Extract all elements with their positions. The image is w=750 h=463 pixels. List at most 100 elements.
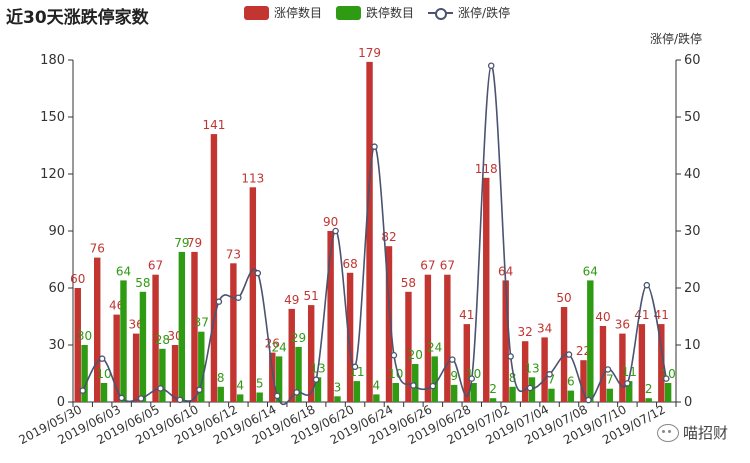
ratio-point [565, 351, 573, 358]
bar-limit-down-label: 4 [373, 378, 381, 392]
bar-limit-down-label: 28 [155, 333, 170, 347]
ratio-point [663, 375, 670, 382]
left-axis-tick-label: 90 [48, 224, 65, 239]
bar-limit-down-label: 24 [427, 340, 442, 354]
ratio-point [137, 395, 145, 402]
bar-limit-up-label: 41 [634, 308, 649, 322]
ratio-point [79, 387, 86, 394]
ratio-point [585, 396, 592, 404]
bar-limit-up [638, 324, 646, 402]
bar-limit-down [626, 381, 633, 402]
bar-limit-up-label: 41 [654, 308, 669, 322]
bar-limit-up [249, 187, 257, 402]
bar-limit-up [74, 288, 81, 402]
bar-limit-up [405, 291, 412, 402]
bar-limit-down [334, 396, 341, 402]
left-axis-tick-label: 0 [57, 395, 65, 410]
bar-limit-up [599, 326, 607, 402]
ratio-point [196, 386, 203, 394]
bar-limit-down-label: 7 [548, 373, 556, 387]
bar-limit-up [307, 305, 315, 402]
bar-limit-down-label: 3 [334, 380, 342, 394]
bar-limit-up [366, 61, 373, 403]
bar-limit-down-label: 2 [645, 382, 653, 396]
bar-limit-up-label: 34 [537, 321, 552, 335]
right-axis-tick-label: 10 [684, 338, 701, 353]
right-axis-tick-label: 50 [684, 110, 701, 125]
bar-limit-up-label: 141 [202, 118, 225, 132]
legend-item-limit-down[interactable]: 跌停数目 [336, 4, 414, 21]
ratio-point [604, 366, 612, 373]
bar-limit-down [120, 280, 127, 402]
ratio-point [526, 384, 534, 392]
ratio-point [546, 371, 553, 378]
right-axis-tick-label: 60 [684, 53, 701, 68]
ratio-point [215, 298, 223, 305]
ratio-point [507, 353, 514, 360]
bar-limit-up [269, 352, 276, 402]
bar-limit-up [580, 360, 587, 402]
bar-limit-up-label: 67 [440, 259, 455, 273]
bar-limit-down-label: 8 [509, 371, 517, 385]
ratio-point [312, 376, 320, 383]
ratio-point [429, 382, 437, 390]
bar-limit-down-label: 30 [77, 329, 92, 343]
ratio-point [351, 363, 359, 371]
right-axis-tick-label: 40 [684, 167, 701, 182]
bar-limit-down [100, 383, 108, 402]
bar-limit-down [314, 377, 322, 402]
legend: 涨停数目 跌停数目 涨停/跌停 [244, 4, 510, 21]
chart-title: 近30天涨跌停家数 [6, 8, 149, 28]
bar-limit-up [132, 333, 140, 402]
right-axis-tick-label: 20 [684, 281, 701, 296]
bar-limit-up [385, 246, 393, 402]
bar-limit-up-label: 113 [241, 171, 264, 185]
bar-limit-down-label: 10 [96, 367, 111, 381]
bar-limit-down-label: 58 [135, 276, 150, 290]
bar-limit-up [327, 231, 334, 402]
bar-limit-down-label: 37 [194, 316, 209, 330]
legend-item-limit-up[interactable]: 涨停数目 [244, 4, 322, 21]
bar-limit-down [509, 386, 516, 402]
bar-limit-down-label: 11 [622, 365, 637, 379]
bar-limit-up-label: 51 [304, 289, 319, 303]
bar-limit-up-label: 67 [420, 259, 435, 273]
bar-limit-down [275, 356, 283, 402]
legend-item-ratio[interactable]: 涨停/跌停 [428, 4, 510, 21]
bar-limit-down-label: 64 [116, 264, 131, 278]
ratio-point [157, 385, 164, 392]
bar-limit-up-label: 58 [401, 276, 416, 290]
bar-limit-up-label: 50 [556, 291, 571, 305]
bar-limit-down [236, 394, 244, 402]
left-axis-tick-label: 150 [40, 110, 65, 125]
bar-limit-up [619, 333, 626, 402]
bar-limit-up-label: 68 [342, 257, 357, 271]
bar-limit-up-label: 179 [358, 46, 381, 60]
ratio-point [449, 356, 456, 363]
bar-limit-down [178, 251, 186, 402]
bar-limit-down [664, 383, 672, 402]
ratio-point [390, 352, 398, 359]
ratio-point [254, 269, 262, 277]
bar-limit-down [606, 388, 613, 402]
bar-limit-down [159, 348, 166, 402]
bar-limit-down-label: 29 [291, 331, 306, 345]
bar-limit-down [256, 392, 263, 402]
bar-limit-down [431, 356, 438, 402]
ratio-point [643, 281, 651, 289]
legend-label: 跌停数目 [366, 6, 415, 20]
bar-limit-up [152, 274, 159, 402]
bar-limit-down [81, 345, 88, 402]
bar-limit-down-label: 2 [489, 382, 497, 396]
bar-limit-up [521, 341, 529, 402]
bar-limit-up [113, 314, 120, 402]
bar-limit-up-label: 67 [148, 259, 163, 273]
right-axis-title: 涨停/跌停 [649, 32, 702, 46]
bar-limit-up [230, 263, 237, 402]
ratio-point [624, 380, 631, 387]
wechat-icon [656, 423, 679, 442]
ratio-point [176, 396, 184, 404]
ratio-point [468, 375, 476, 382]
bar-limit-up [191, 251, 198, 402]
